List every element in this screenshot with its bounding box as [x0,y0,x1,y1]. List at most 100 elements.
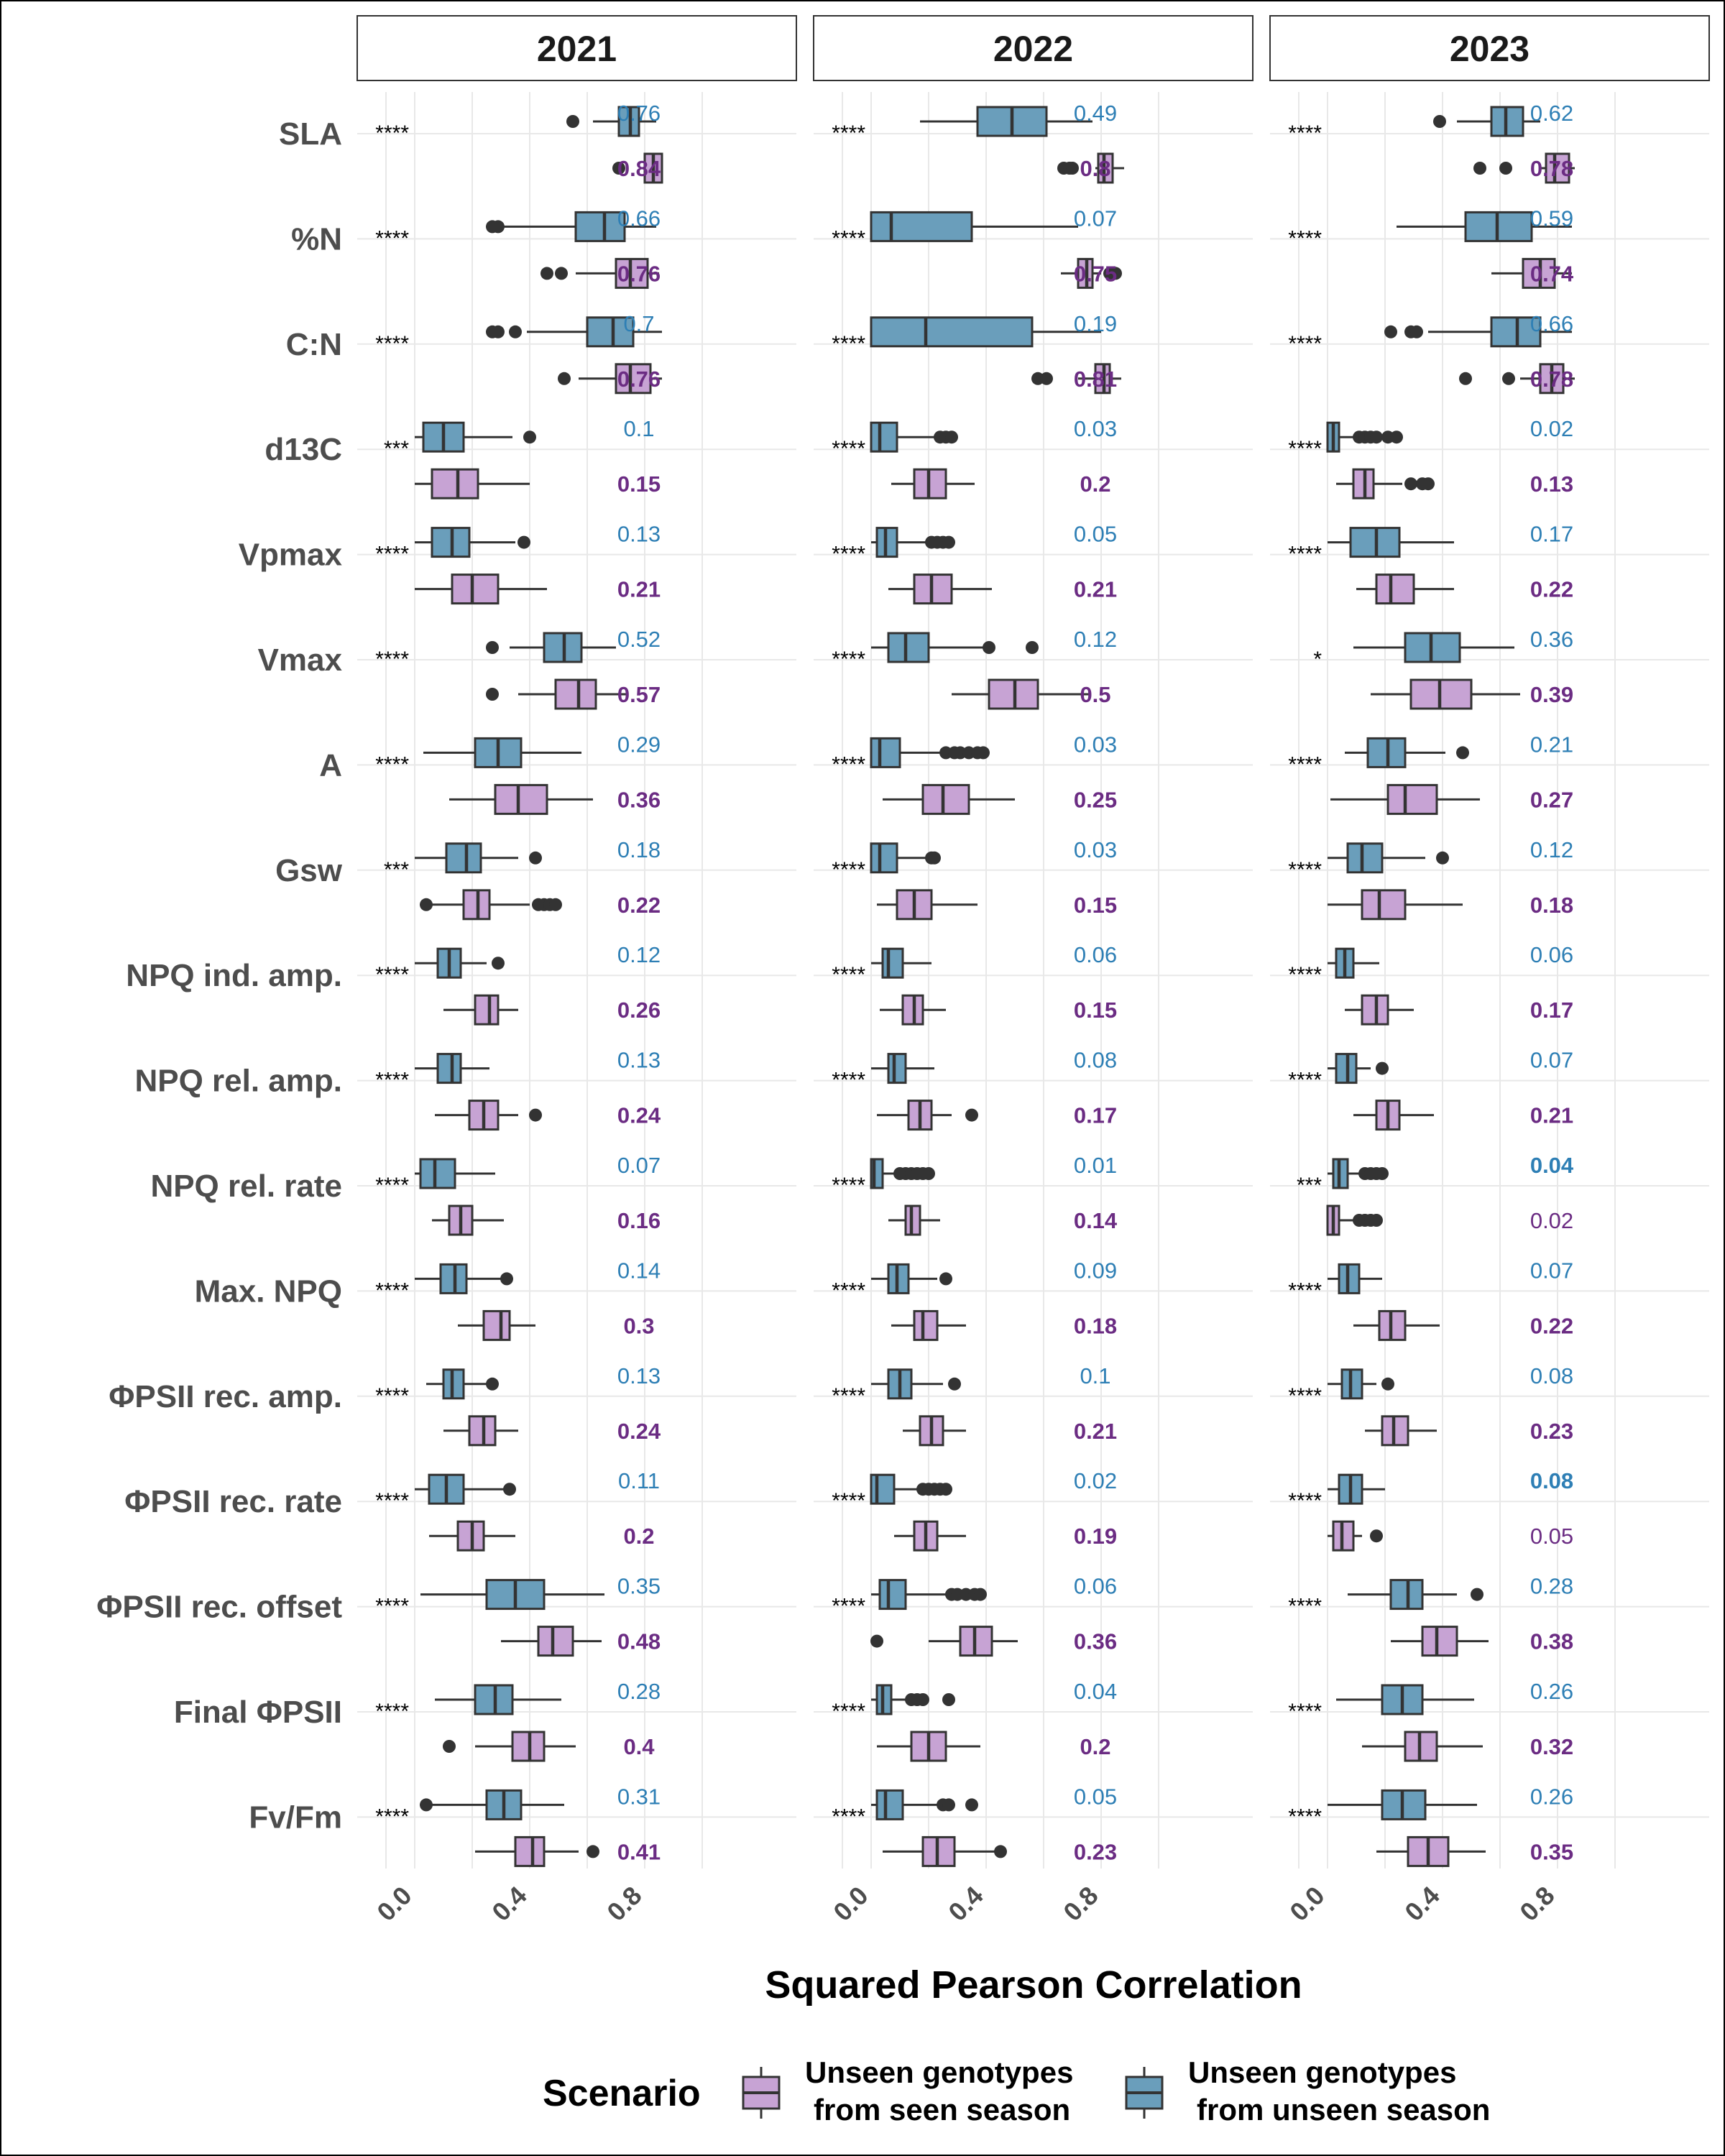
box [1386,783,1438,815]
outlier-point [942,1798,955,1812]
value-label-unseen: 0.05 [1074,522,1117,547]
box-seen [558,363,662,395]
trait-label: SLA [279,116,342,152]
value-label-unseen: 0.36 [1530,627,1573,652]
outlier-point [1410,325,1423,338]
significance-label: **** [1288,858,1322,882]
value-label-unseen: 0.04 [1074,1679,1117,1704]
value-label-unseen: 0.29 [617,732,661,757]
box [554,678,597,710]
box-unseen [423,737,581,768]
box-unseen [870,1473,952,1505]
value-label-unseen: 0.13 [617,1363,661,1388]
box-seen [415,573,547,605]
significance-label: **** [1288,1279,1322,1302]
x-tick-label: 0.8 [1057,1881,1103,1927]
box-seen [1371,678,1520,710]
box-unseen [1328,1158,1389,1189]
box-seen [883,1835,1007,1867]
outlier-point [1471,1588,1484,1601]
box [870,737,901,768]
box [913,1309,939,1341]
box-unseen [1328,1053,1389,1084]
outlier-point [549,898,562,911]
significance-label: **** [375,648,409,671]
outlier-point [939,1272,952,1286]
value-label-unseen: 0.1 [1080,1363,1110,1388]
box-unseen [871,1579,987,1611]
box-seen [1459,363,1575,395]
significance-label: **** [832,1174,865,1197]
legend-title: Scenario [543,2073,701,2114]
value-label-unseen: 0.52 [617,627,661,652]
x-axis-title: Squared Pearson Correlation [765,1963,1302,2007]
value-label-unseen: 0.13 [617,522,661,547]
value-label-unseen: 0.26 [1530,1784,1573,1809]
box-seen [891,1309,966,1341]
value-label-unseen: 0.66 [1530,311,1573,336]
box-seen [486,678,627,710]
trait-label: ΦPSII rec. rate [124,1484,342,1519]
value-label-seen: 0.17 [1074,1103,1117,1128]
value-label-unseen: 0.03 [1074,416,1117,441]
value-label-seen: 0.5 [1080,682,1110,707]
outlier-point [942,1693,955,1706]
value-label-unseen: 0.59 [1530,206,1573,231]
significance-label: *** [384,437,409,461]
box [921,783,970,815]
value-label-seen: 0.27 [1530,787,1573,812]
value-label-seen: 0.21 [617,577,661,602]
box-unseen [420,1579,604,1611]
value-label-seen: 0.2 [1080,1734,1110,1759]
box [1361,889,1407,921]
box [586,316,635,348]
significance-label: **** [1288,121,1322,145]
box-unseen [1328,527,1454,558]
significance-label: **** [375,1489,409,1513]
box-unseen [1433,106,1540,137]
box-seen [540,257,659,289]
value-label-unseen: 0.04 [1530,1153,1574,1178]
value-label-unseen: 0.06 [1074,942,1117,967]
trait-label: Fv/Fm [249,1800,342,1835]
box-seen [1376,1835,1486,1867]
box-unseen [870,737,990,768]
significance-label: **** [375,1700,409,1723]
box [1421,1626,1458,1657]
box-unseen [871,1368,961,1400]
outlier-point [1390,430,1403,444]
value-label-unseen: 0.08 [1530,1468,1573,1493]
value-label-seen: 0.4 [623,1734,655,1759]
panel-2021: 2021 0.0 0.4 0.8 **** 0.76 0.84 **** 0.66 0.76 ***… [356,15,797,1927]
box [474,994,500,1026]
outlier-point [503,1483,516,1496]
outlier-point [1473,162,1486,175]
box [1545,152,1570,184]
value-label-seen: 0.84 [617,156,661,181]
significance-label: **** [1288,1700,1322,1723]
box-unseen [1348,1579,1484,1611]
outlier-point [500,1272,513,1286]
box [878,1579,907,1611]
box [419,1158,456,1189]
value-label-seen: 0.2 [623,1524,654,1549]
value-label-seen: 0.15 [617,471,661,497]
box-seen [420,889,562,921]
box-unseen [870,1158,935,1189]
outlier-point [1502,372,1515,385]
outlier-point [983,641,995,654]
box-unseen [415,1263,513,1294]
box-seen [1473,152,1575,184]
box-seen [1326,1204,1383,1236]
value-label-seen: 0.78 [1530,156,1573,181]
legend-label-line1: Unseen genotypes [805,2055,1073,2089]
value-label-unseen: 0.09 [1074,1258,1117,1283]
value-label-seen: 0.38 [1530,1629,1573,1654]
value-label-seen: 0.25 [1074,787,1117,812]
value-label-seen: 0.3 [623,1313,654,1338]
significance-label: **** [832,121,865,145]
significance-label: **** [375,963,409,987]
outlier-point [523,430,536,444]
legend: Scenario Unseen genotypes from seen season… [543,2055,1490,2127]
box-unseen [420,1789,564,1820]
